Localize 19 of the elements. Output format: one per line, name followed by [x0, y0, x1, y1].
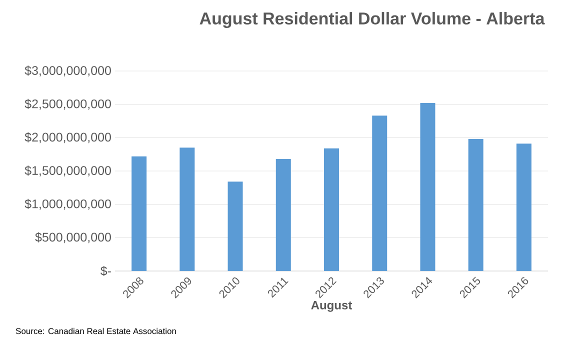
- chart-title: August Residential Dollar Volume - Alberta: [200, 12, 545, 28]
- y-tick-label: $-: [100, 266, 111, 276]
- y-tick-label: $2,500,000,000: [24, 98, 111, 110]
- bar: [324, 148, 339, 271]
- y-tick-label: $2,000,000,000: [24, 132, 111, 144]
- bar: [228, 182, 243, 271]
- y-tick-label: $1,500,000,000: [24, 166, 111, 176]
- x-axis-title: August: [311, 301, 352, 312]
- bar: [372, 116, 388, 271]
- bar: [132, 156, 147, 271]
- bar: [420, 103, 436, 271]
- source-note: Source: Canadian Real Estate Association: [16, 328, 176, 334]
- bar: [276, 159, 291, 271]
- y-tick-label: $500,000,000: [35, 232, 111, 244]
- bar: [516, 144, 532, 271]
- bar: [180, 148, 195, 271]
- y-tick-label: $3,000,000,000: [24, 66, 111, 76]
- bar: [468, 139, 484, 271]
- y-tick-label: $1,000,000,000: [24, 198, 111, 210]
